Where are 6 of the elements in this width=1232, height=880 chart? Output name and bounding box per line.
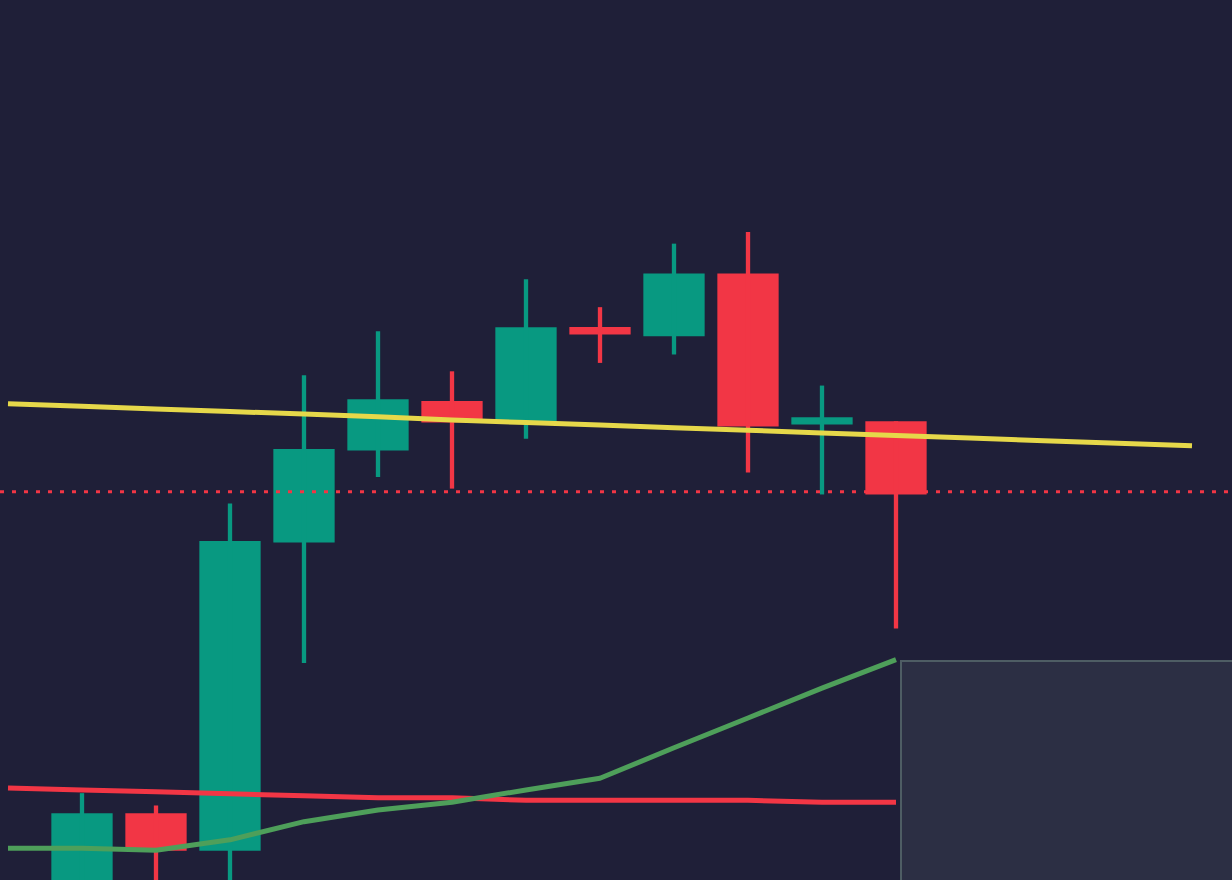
candlestick: [495, 279, 557, 439]
candlestick: [199, 503, 261, 880]
candlestick: [717, 232, 779, 473]
candlestick: [569, 307, 631, 363]
candlestick: [273, 375, 335, 663]
candlestick: [643, 243, 705, 355]
